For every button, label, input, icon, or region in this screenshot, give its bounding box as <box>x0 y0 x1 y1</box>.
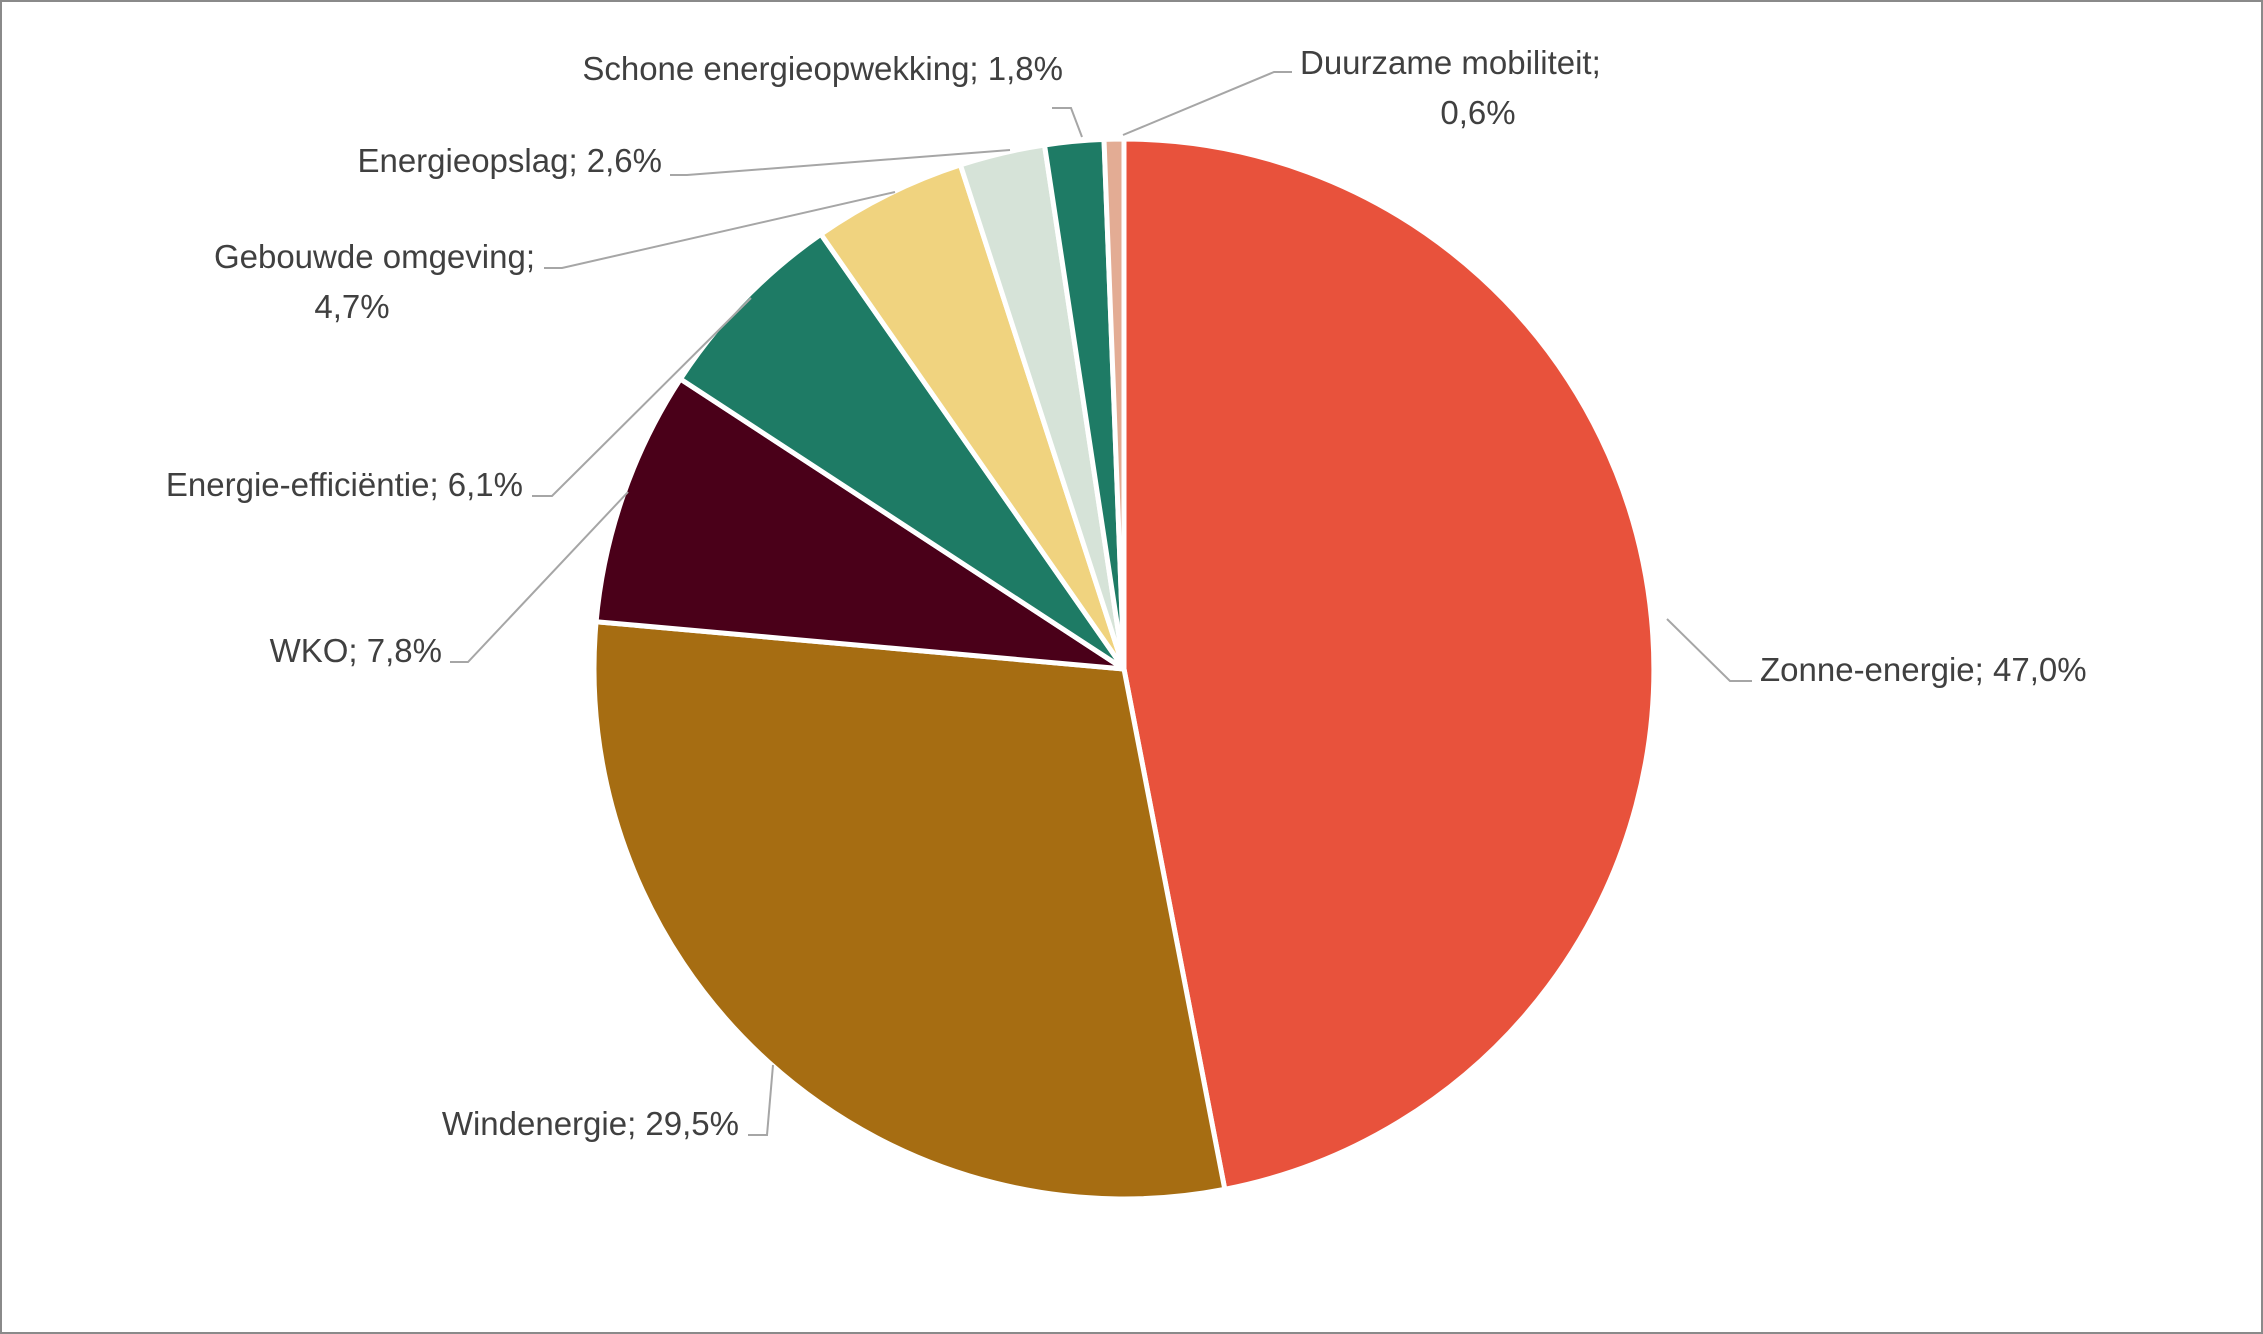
data-label-energieopslag: Energieopslag; 2,6% <box>357 142 662 179</box>
data-label-wko: WKO; 7,8% <box>270 632 442 669</box>
leader-line-schone-energieopwekking <box>1052 107 1083 138</box>
leader-line-duurzame-mobiliteit <box>1122 71 1292 136</box>
leader-line-gebouwde-omgeving <box>544 191 896 269</box>
pie-slice-energie-efficientie <box>677 231 1127 672</box>
pie-slice-wko <box>593 376 1127 672</box>
leader-line-windenergie <box>748 1064 774 1136</box>
leader-line-zonne-energie <box>1666 618 1752 682</box>
data-label-value-gebouwde-omgeving: 4,7% <box>314 288 389 325</box>
data-label-gebouwde-omgeving: Gebouwde omgeving; <box>214 238 535 275</box>
data-label-energie-efficientie: Energie-efficiëntie; 6,1% <box>166 466 523 503</box>
pie-slice-duurzame-mobiliteit <box>1101 136 1127 672</box>
data-label-zonne-energie: Zonne-energie; 47,0% <box>1760 651 2087 688</box>
data-label-duurzame-mobiliteit: Duurzame mobiliteit; <box>1300 44 1601 81</box>
pie-slice-zonne-energie <box>1121 136 1657 1192</box>
leader-line-energie-efficientie <box>532 297 752 497</box>
data-label-windenergie: Windenergie; 29,5% <box>442 1105 739 1142</box>
pie-slice-windenergie <box>591 619 1228 1202</box>
leader-line-wko <box>450 491 629 663</box>
leader-line-energieopslag <box>670 149 1011 176</box>
data-label-schone-energieopwekking: Schone energieopwekking; 1,8% <box>582 50 1063 87</box>
data-label-value-duurzame-mobiliteit: 0,6% <box>1440 94 1515 131</box>
